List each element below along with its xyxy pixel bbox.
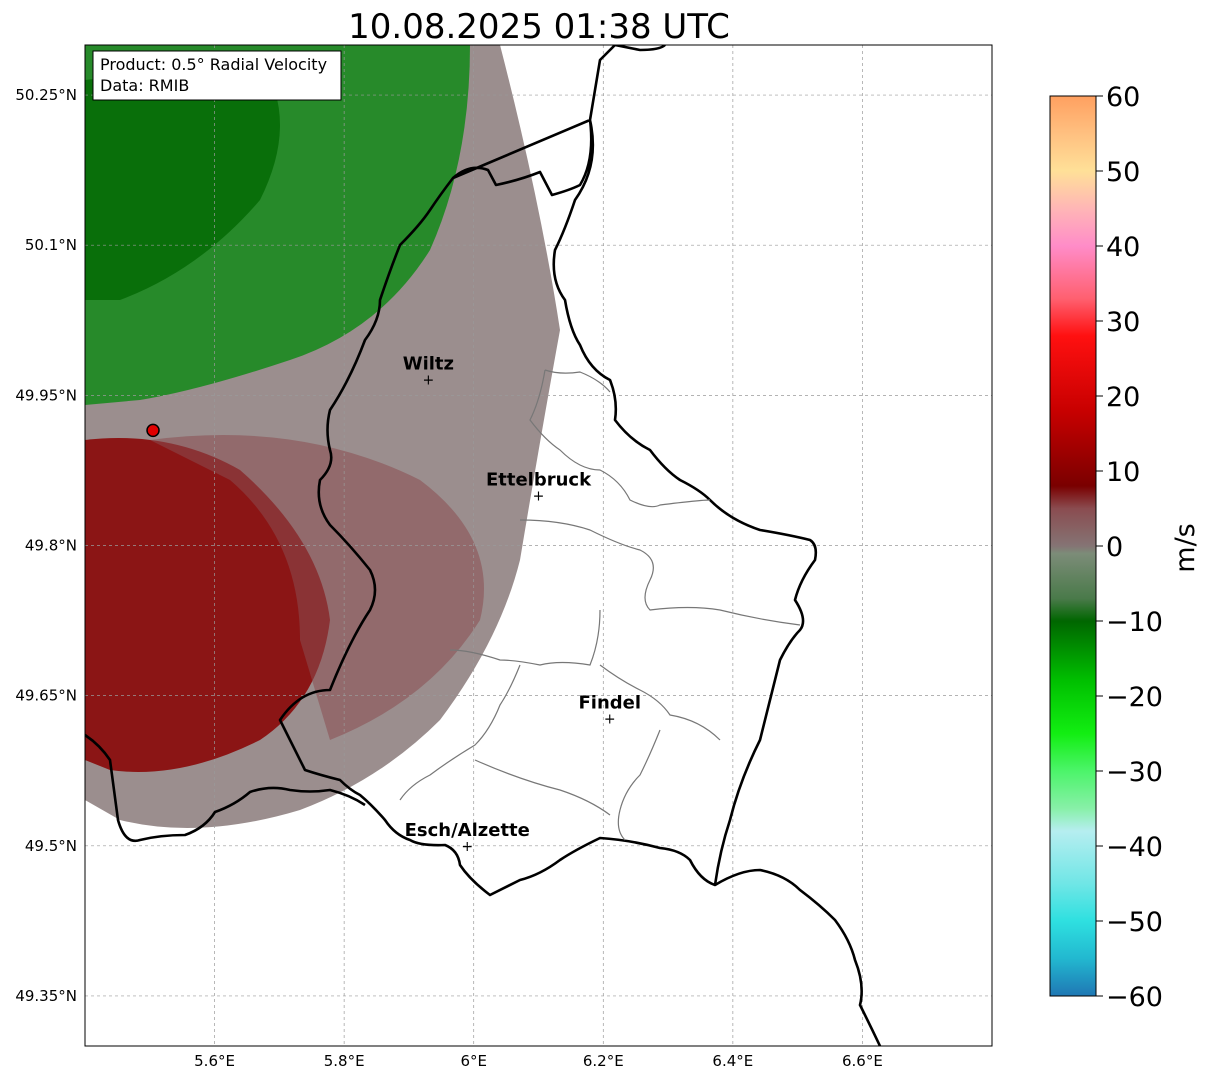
- country-border-luxembourg: [278, 45, 818, 897]
- colorbar-tick-label: 0: [1106, 532, 1123, 563]
- longitude-tick-label: 6°E: [460, 1052, 487, 1070]
- canton-border: [519, 519, 801, 626]
- info-box: Product: 0.5° Radial Velocity Data: RMIB: [92, 50, 342, 101]
- latitude-tick-label: 50.25°N: [15, 86, 77, 104]
- canton-border: [617, 729, 661, 841]
- longitude-tick-labels: 5.6°E 5.8°E 6°E 6.2°E 6.4°E 6.6°E: [194, 1052, 883, 1070]
- latitude-tick-label: 50.1°N: [25, 236, 77, 254]
- colorbar-ticks: 60 50 40 30 20 10 0 −10 −20 −30 −40 −50 −60: [1096, 82, 1163, 1013]
- colorbar: 60 50 40 30 20 10 0 −10 −20 −30 −40 −50 −60 m/s: [1049, 82, 1201, 1013]
- echo-inbound-dark-green-region: [85, 60, 280, 300]
- canton-border: [399, 664, 521, 801]
- colorbar-tick-label: 40: [1106, 232, 1140, 263]
- colorbar-tick-label: −30: [1106, 757, 1163, 788]
- city-marker-icon: +: [461, 839, 473, 855]
- colorbar-tick-label: −10: [1106, 607, 1163, 638]
- city-wiltz: Wiltz +: [403, 353, 454, 388]
- cities-layer: Wiltz + Ettelbruck + Findel + Esch/Alzet…: [403, 353, 641, 854]
- map-content: Wiltz + Ettelbruck + Findel + Esch/Alzet…: [85, 45, 992, 1046]
- canton-border: [599, 664, 721, 741]
- city-findel: Findel +: [578, 693, 641, 728]
- colorbar-tick-label: −20: [1106, 682, 1163, 713]
- longitude-tick-label: 5.8°E: [324, 1052, 365, 1070]
- canton-border: [449, 609, 601, 666]
- country-border-north: [614, 45, 666, 52]
- city-ettelbruck: Ettelbruck +: [486, 469, 592, 504]
- canton-border: [474, 759, 611, 816]
- colorbar-tick-label: −50: [1106, 907, 1163, 938]
- city-marker-icon: +: [422, 372, 434, 388]
- info-box-frame: [92, 50, 342, 101]
- city-label: Findel: [578, 693, 641, 714]
- borders-layer: [85, 45, 882, 1046]
- city-marker-icon: +: [533, 488, 545, 504]
- latitude-tick-label: 49.5°N: [25, 837, 77, 855]
- longitude-tick-label: 6.2°E: [583, 1052, 624, 1070]
- canton-borders: [399, 369, 801, 841]
- colorbar-tick-label: 50: [1106, 157, 1140, 188]
- colorbar-tick-label: 60: [1106, 82, 1140, 113]
- echo-outbound-mauve-region: [150, 435, 484, 740]
- info-product-text: Product: 0.5° Radial Velocity: [100, 55, 327, 74]
- map-frame: [84, 44, 993, 1047]
- city-label: Esch/Alzette: [405, 820, 530, 841]
- canton-border: [529, 369, 711, 508]
- city-marker-icon: +: [604, 712, 616, 728]
- radar-site-marker: [146, 423, 160, 438]
- colorbar-tick-label: 30: [1106, 307, 1140, 338]
- latitude-tick-label: 49.95°N: [15, 386, 77, 404]
- info-data-source-text: Data: RMIB: [100, 76, 189, 95]
- canton-border: [544, 369, 611, 393]
- latitude-tick-label: 49.65°N: [15, 687, 77, 705]
- colorbar-tick-label: −60: [1106, 982, 1163, 1013]
- latitude-tick-labels: 50.25°N 50.1°N 49.95°N 49.8°N 49.65°N 49.5°N 4…: [15, 86, 77, 1005]
- latitude-tick-label: 49.35°N: [15, 987, 77, 1005]
- colorbar-tick-label: 10: [1106, 457, 1140, 488]
- colorbar-tick-label: 20: [1106, 382, 1140, 413]
- city-label: Wiltz: [403, 353, 454, 374]
- longitude-tick-label: 6.6°E: [842, 1052, 883, 1070]
- country-border-france-belgium: [85, 733, 366, 843]
- longitude-tick-label: 5.6°E: [194, 1052, 235, 1070]
- longitude-tick-label: 6.4°E: [712, 1052, 753, 1070]
- city-label: Ettelbruck: [486, 469, 592, 490]
- colorbar-unit-label: m/s: [1170, 523, 1201, 572]
- map-title: 10.08.2025 01:38 UTC: [348, 7, 730, 47]
- colorbar-tick-label: −40: [1106, 832, 1163, 863]
- colorbar-gradient: [1049, 95, 1097, 997]
- map-panel: Wiltz + Ettelbruck + Findel + Esch/Alzet…: [15, 44, 993, 1070]
- radar-echo-layer: [85, 45, 560, 828]
- gridlines: [85, 45, 992, 1046]
- latitude-tick-label: 49.8°N: [25, 537, 77, 555]
- city-esch-alzette: Esch/Alzette +: [405, 820, 530, 855]
- country-border-germany-france: [714, 868, 882, 1046]
